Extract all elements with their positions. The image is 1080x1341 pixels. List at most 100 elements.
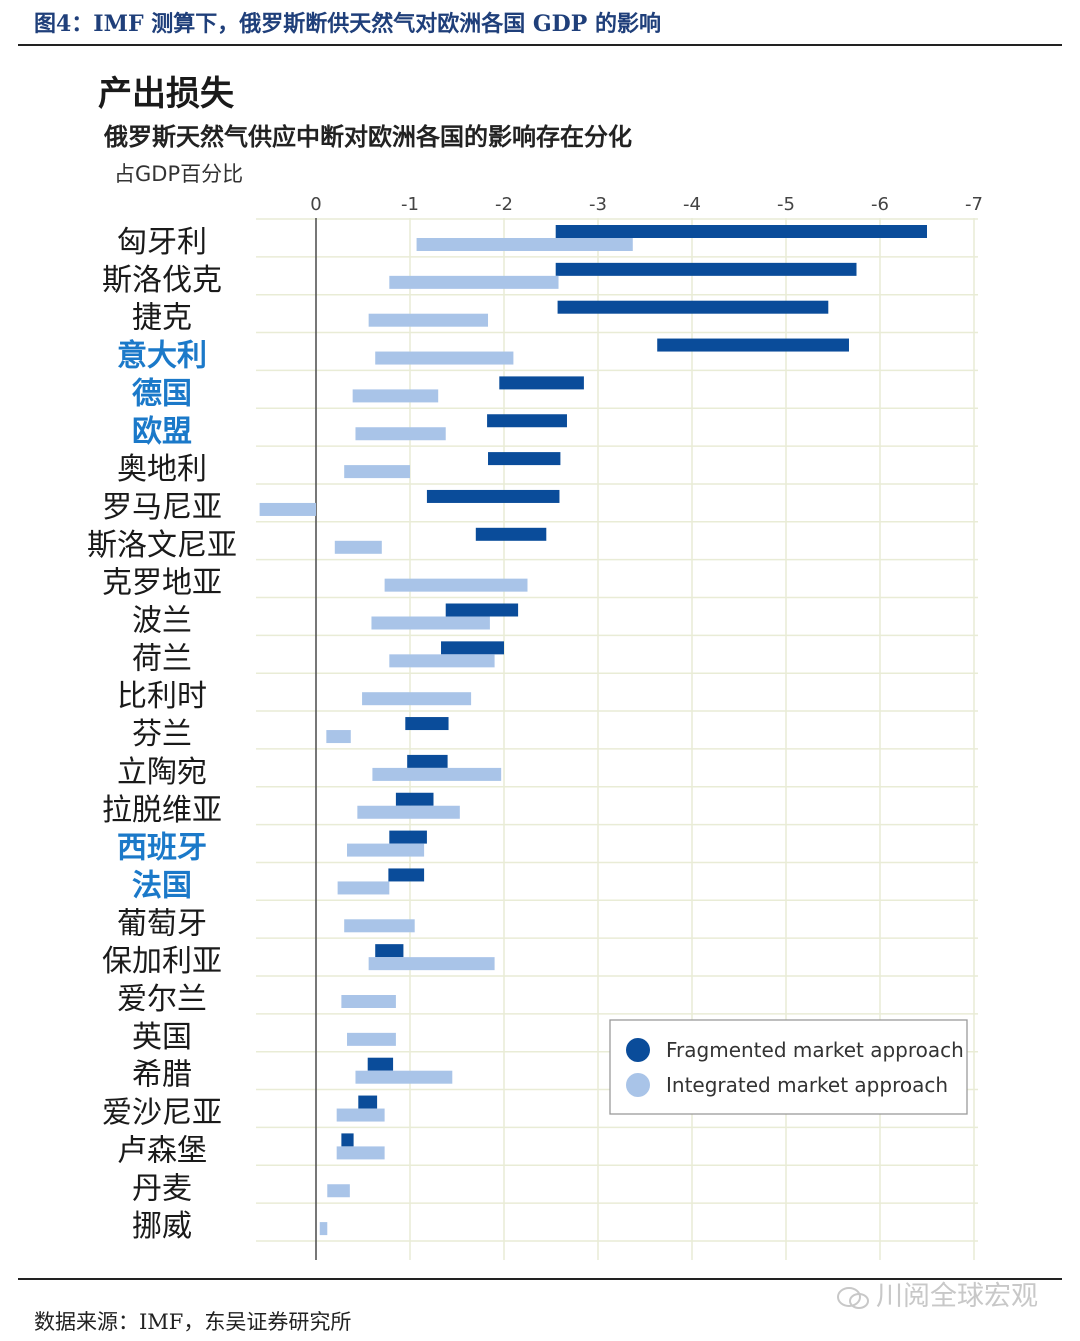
- integrated-bar: [416, 238, 633, 251]
- x-axis-ticks: 0 -1 -2 -3 -4 -5 -6 -7: [310, 194, 983, 215]
- integrated-bar: [384, 578, 528, 592]
- watermark-text: 川阅全球宏观: [876, 1281, 1038, 1312]
- category-label: 爱尔兰: [117, 982, 207, 1017]
- fragmented-bar: [341, 1133, 354, 1147]
- integrated-bar: [355, 1070, 453, 1084]
- chart-subtitle: 俄罗斯天然气供应中断对欧洲各国的影响存在分化: [104, 123, 632, 151]
- integrated-bar: [357, 805, 460, 819]
- fragmented-bar: [445, 603, 519, 617]
- x-tick-label: 0: [310, 194, 321, 215]
- x-tick-label: -6: [871, 194, 889, 215]
- fragmented-bar: [367, 1057, 394, 1071]
- category-label: 罗马尼亚: [102, 490, 222, 525]
- source-note: 数据来源：IMF，东吴证券研究所: [34, 1310, 352, 1334]
- integrated-bar: [375, 351, 514, 365]
- integrated-bar: [334, 540, 382, 554]
- fragmented-bar: [388, 868, 425, 882]
- legend-label: Fragmented market approach: [666, 1038, 964, 1062]
- category-label: 捷克: [132, 301, 192, 336]
- unit-label: 占GDP百分比: [114, 162, 244, 186]
- chart-title: 产出损失: [98, 74, 234, 114]
- legend-box: [609, 1019, 968, 1115]
- fragmented-bar: [657, 338, 849, 352]
- integrated-bar: [344, 919, 415, 933]
- integrated-bar: [352, 389, 439, 403]
- fragmented-bar: [395, 792, 434, 806]
- integrated-bar: [347, 1032, 396, 1046]
- fragmented-bar: [358, 1095, 378, 1109]
- category-label: 英国: [132, 1020, 192, 1055]
- category-label: 匈牙利: [117, 225, 207, 260]
- fragmented-bar: [557, 300, 829, 314]
- top-rule: [18, 44, 1062, 46]
- category-label: 欧盟: [132, 414, 192, 449]
- integrated-bar: [319, 1222, 328, 1236]
- fragmented-bar: [426, 489, 560, 503]
- category-label: 德国: [132, 376, 192, 411]
- integrated-bar: [362, 692, 472, 706]
- category-label: 希腊: [132, 1058, 192, 1093]
- category-label: 克罗地亚: [102, 566, 222, 601]
- category-label: 法国: [132, 868, 192, 903]
- category-label: 保加利亚: [102, 944, 222, 979]
- category-label: 葡萄牙: [117, 906, 207, 941]
- figure-label: 图4：IMF 测算下，俄罗斯断供天然气对欧洲各国 GDP 的影响: [34, 11, 661, 37]
- fragmented-bar: [555, 262, 857, 276]
- integrated-bar: [336, 1108, 385, 1122]
- fragmented-bar: [441, 641, 504, 655]
- wechat-icon: [837, 1286, 869, 1309]
- category-labels: 匈牙利斯洛伐克捷克意大利德国欧盟奥地利罗马尼亚斯洛文尼亚克罗地亚波兰荷兰比利时芬…: [87, 225, 237, 1244]
- fragmented-bar: [487, 414, 567, 428]
- category-label: 挪威: [132, 1209, 192, 1244]
- integrated-bar: [347, 843, 425, 857]
- category-label: 丹麦: [132, 1171, 192, 1206]
- category-label: 拉脱维亚: [102, 793, 222, 828]
- category-label: 奥地利: [117, 452, 207, 487]
- fragmented-bar: [405, 717, 449, 731]
- legend: Fragmented market approach Integrated mar…: [609, 1019, 968, 1115]
- fragmented-bar: [407, 754, 448, 768]
- x-tick-label: -1: [401, 194, 419, 215]
- x-tick-label: -4: [683, 194, 701, 215]
- integrated-bar: [371, 616, 490, 630]
- fragmented-bar: [389, 830, 427, 844]
- integrated-bar: [389, 275, 559, 289]
- legend-fragmented-marker: [626, 1038, 650, 1062]
- integrated-bar: [389, 654, 495, 668]
- bottom-rule: [18, 1278, 1062, 1280]
- integrated-bar: [355, 427, 446, 441]
- bars: [259, 225, 927, 1236]
- category-label: 比利时: [117, 679, 207, 714]
- integrated-bar: [372, 767, 502, 781]
- integrated-bar: [344, 465, 410, 479]
- x-tick-label: -2: [495, 194, 513, 215]
- x-tick-label: -3: [589, 194, 607, 215]
- fragmented-bar: [555, 225, 927, 238]
- category-label: 斯洛伐克: [102, 263, 222, 298]
- fragmented-bar: [499, 376, 584, 390]
- category-label: 卢森堡: [117, 1133, 207, 1168]
- category-label: 芬兰: [132, 717, 192, 752]
- category-label: 立陶宛: [117, 755, 207, 790]
- category-label: 西班牙: [117, 831, 207, 866]
- x-tick-label: -7: [965, 194, 983, 215]
- integrated-bar: [368, 957, 495, 971]
- integrated-bar: [341, 995, 396, 1008]
- grid: [256, 218, 978, 1260]
- x-tick-label: -5: [777, 194, 795, 215]
- legend-integrated-marker: [626, 1073, 650, 1097]
- category-label: 意大利: [117, 339, 207, 374]
- integrated-bar: [336, 1146, 385, 1160]
- integrated-bar: [337, 881, 390, 895]
- integrated-bar: [327, 1184, 350, 1198]
- category-label: 荷兰: [132, 641, 192, 676]
- category-label: 斯洛文尼亚: [87, 528, 237, 563]
- fragmented-bar: [375, 944, 404, 958]
- category-label: 爱沙尼亚: [102, 1096, 222, 1131]
- integrated-bar: [326, 730, 351, 744]
- watermark: 川阅全球宏观: [836, 1274, 1038, 1313]
- fragmented-bar: [475, 527, 547, 541]
- fragmented-bar: [488, 452, 561, 466]
- integrated-bar: [368, 313, 489, 327]
